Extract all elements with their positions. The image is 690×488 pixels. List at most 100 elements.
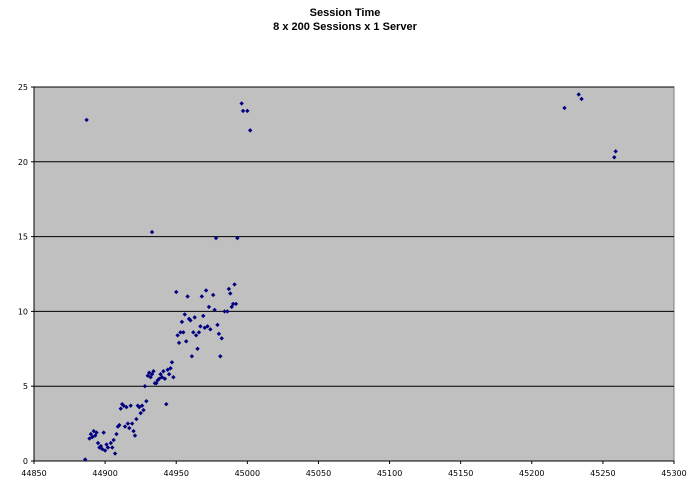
data-point xyxy=(182,312,187,317)
data-point xyxy=(222,309,227,314)
data-point xyxy=(230,301,236,307)
data-point xyxy=(158,372,163,377)
data-point xyxy=(105,445,111,450)
x-tick-label: 45000 xyxy=(235,469,260,478)
data-point xyxy=(229,304,234,310)
data-point xyxy=(154,381,159,386)
data-point xyxy=(245,108,250,114)
data-point xyxy=(185,294,190,299)
data-point xyxy=(206,304,212,310)
data-point xyxy=(129,421,135,426)
data-point xyxy=(228,291,233,296)
data-point xyxy=(179,319,185,325)
data-point xyxy=(114,431,119,437)
data-point xyxy=(212,307,217,313)
data-point xyxy=(218,354,223,359)
x-tick-label: 45300 xyxy=(661,469,686,478)
data-point xyxy=(176,340,182,346)
data-point xyxy=(131,428,136,434)
data-point xyxy=(203,288,209,293)
data-point xyxy=(205,324,210,329)
data-point xyxy=(139,403,145,408)
data-point xyxy=(166,372,172,377)
data-point xyxy=(159,375,165,380)
data-point xyxy=(208,327,213,332)
y-tick-label: 25 xyxy=(18,83,28,92)
data-point xyxy=(149,229,155,235)
data-point xyxy=(164,401,169,407)
data-point xyxy=(84,117,89,123)
data-point xyxy=(112,451,118,456)
data-point xyxy=(195,346,200,351)
data-point xyxy=(216,331,222,337)
data-point xyxy=(612,155,617,160)
x-tick-label: 44850 xyxy=(21,469,46,478)
data-point xyxy=(239,101,244,106)
data-point xyxy=(178,330,183,335)
data-point xyxy=(94,430,99,435)
y-tick-label: 10 xyxy=(18,307,28,316)
data-point xyxy=(196,330,202,335)
data-point xyxy=(149,372,155,377)
data-point xyxy=(192,315,197,320)
y-tick-label: 0 xyxy=(23,457,28,466)
data-point xyxy=(171,375,176,380)
data-point xyxy=(83,457,88,462)
data-point xyxy=(127,425,132,431)
data-point xyxy=(188,318,193,323)
data-point xyxy=(198,324,203,329)
x-axis-tick-labels: 44850 44900 44950 45000 45050 45100 45150 45200… xyxy=(21,469,686,478)
data-point xyxy=(151,369,156,374)
y-tick-label: 15 xyxy=(18,233,28,242)
y-tick-label: 5 xyxy=(23,382,28,391)
data-point xyxy=(199,294,205,299)
x-tick-label: 45150 xyxy=(448,469,473,478)
data-point xyxy=(226,286,232,292)
plot-area xyxy=(33,86,675,462)
data-point xyxy=(125,421,131,426)
data-point xyxy=(148,375,153,380)
data-point xyxy=(181,330,186,335)
data-point xyxy=(132,433,138,438)
chart-subtitle: 8 x 200 Sessions x 1 Server xyxy=(273,21,417,33)
data-point xyxy=(162,376,168,381)
data-point xyxy=(92,433,98,438)
x-tick-label: 45050 xyxy=(306,469,331,478)
data-point xyxy=(219,336,224,341)
data-point xyxy=(169,360,175,365)
x-tick-label: 45100 xyxy=(377,469,402,478)
x-tick-label: 44950 xyxy=(163,469,188,478)
data-point xyxy=(613,149,618,154)
chart-title: Session Time xyxy=(309,7,381,19)
data-point xyxy=(175,333,180,338)
axes xyxy=(31,86,675,464)
data-point xyxy=(144,398,149,404)
data-point xyxy=(201,313,206,319)
data-point xyxy=(142,384,148,389)
data-points xyxy=(83,92,618,462)
data-point xyxy=(240,108,246,114)
data-point xyxy=(98,443,104,449)
data-point xyxy=(191,330,196,335)
data-point xyxy=(562,105,567,111)
data-point xyxy=(134,416,139,422)
data-point xyxy=(118,406,123,411)
x-tick-label: 44900 xyxy=(92,469,117,478)
data-point xyxy=(183,339,189,344)
data-point xyxy=(124,404,129,410)
data-point xyxy=(155,378,160,383)
data-point xyxy=(122,424,128,429)
data-point xyxy=(115,424,121,429)
data-point xyxy=(233,301,239,307)
data-point xyxy=(235,235,240,241)
data-point xyxy=(141,407,146,413)
data-point xyxy=(137,404,142,410)
gridlines xyxy=(34,86,674,387)
data-point xyxy=(247,128,253,133)
data-point xyxy=(117,422,122,428)
data-point xyxy=(161,369,166,374)
data-point xyxy=(576,92,581,97)
data-point xyxy=(108,440,113,446)
data-point xyxy=(579,96,584,102)
